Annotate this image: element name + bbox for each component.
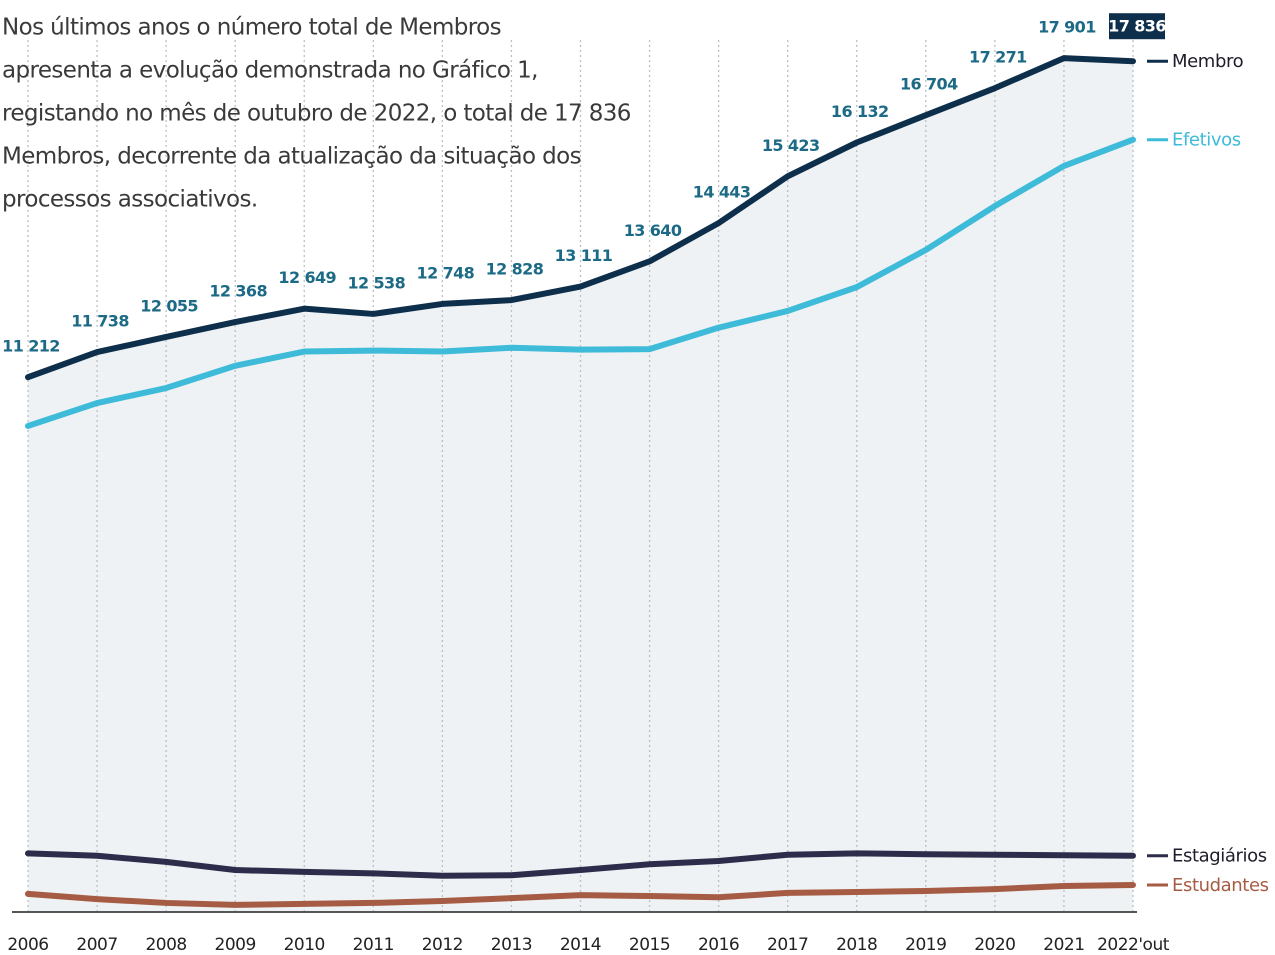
x-tick-label: 2021: [1043, 935, 1084, 955]
legend-label: Estagiários: [1172, 846, 1267, 867]
value-label: 17 901: [1038, 18, 1096, 37]
intro-line: apresenta a evolução demonstrada no Gráf…: [2, 58, 538, 84]
x-tick-label: 2011: [353, 935, 394, 955]
x-tick-label: 2016: [698, 935, 739, 955]
value-label: 12 649: [278, 268, 336, 287]
x-tick-label: 2017: [767, 935, 808, 955]
value-label: 11 212: [2, 337, 60, 356]
x-tick-label: 2019: [905, 935, 946, 955]
line-series: [25, 850, 1136, 879]
value-label: 12 748: [417, 263, 475, 282]
x-tick-label: 2012: [422, 935, 463, 955]
highlight-box: [1109, 13, 1165, 40]
legend-label: Membro: [1172, 51, 1244, 72]
x-tick-label: 2008: [145, 935, 186, 955]
value-label: 17 271: [969, 48, 1027, 67]
value-label: 15 423: [762, 136, 820, 155]
value-label: 14 443: [693, 183, 751, 202]
value-label: 13 640: [624, 221, 682, 240]
x-tick-label: 2010: [284, 935, 325, 955]
intro-line: Membros, decorrente da atualização da si…: [2, 144, 581, 170]
intro-line: Nos últimos anos o número total de Membr…: [2, 15, 501, 41]
value-label: 17 836: [1108, 17, 1166, 36]
value-label: 16 132: [831, 102, 889, 121]
x-tick-label: 2014: [560, 935, 601, 955]
value-label: 12 055: [140, 296, 198, 315]
intro-line: processos associativos.: [2, 187, 258, 213]
value-label: 13 111: [555, 246, 613, 265]
x-tick-label: 2020: [974, 935, 1015, 955]
intro-text: Nos últimos anos o número total de Membr…: [2, 15, 631, 213]
x-tick-label: 2022'out: [1097, 935, 1170, 955]
line-series: [25, 882, 1136, 908]
value-label: 12 538: [347, 273, 405, 292]
x-tick-label: 2007: [76, 935, 117, 955]
x-tick-label: 2009: [215, 935, 256, 955]
value-label: 11 738: [71, 312, 129, 331]
x-tick-label: 2013: [491, 935, 532, 955]
legend-label: Efetivos: [1172, 130, 1241, 151]
x-tick-label: 2015: [629, 935, 670, 955]
x-tick-label: 2018: [836, 935, 877, 955]
value-label: 16 704: [900, 75, 958, 94]
value-label: 12 828: [486, 260, 544, 279]
line-series: [25, 55, 1136, 381]
value-label: 12 368: [209, 282, 267, 301]
x-tick-label: 2006: [7, 935, 48, 955]
intro-line: registando no mês de outubro de 2022, o …: [2, 101, 631, 127]
line-series: [25, 136, 1136, 429]
legend-label: Estudantes: [1172, 875, 1269, 896]
